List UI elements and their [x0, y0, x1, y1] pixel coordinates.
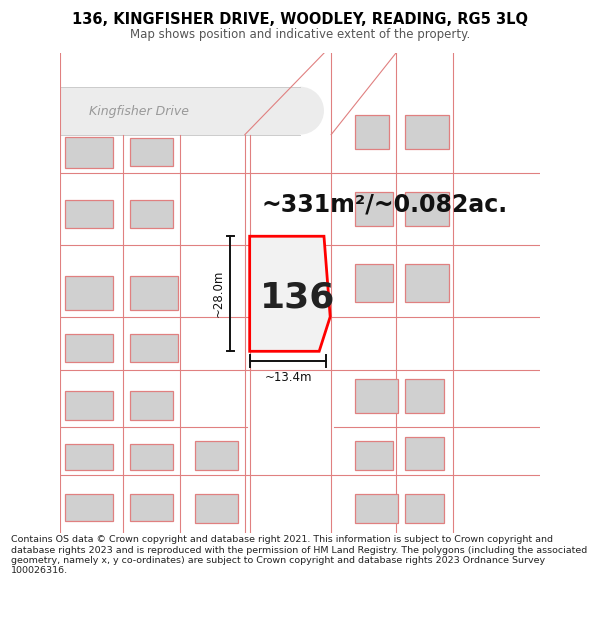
Text: Kingfisher Drive: Kingfisher Drive	[89, 104, 189, 118]
Bar	[355, 192, 394, 226]
Bar	[355, 116, 389, 149]
Text: 136: 136	[260, 281, 335, 314]
Bar	[130, 444, 173, 470]
Bar	[406, 264, 449, 302]
Bar	[130, 200, 173, 228]
Bar	[130, 138, 173, 166]
Bar	[130, 494, 173, 521]
Polygon shape	[250, 236, 330, 351]
Bar	[355, 441, 394, 470]
Bar	[130, 276, 178, 309]
Wedge shape	[300, 87, 324, 134]
Bar	[406, 192, 449, 226]
Bar	[406, 379, 444, 412]
Bar	[65, 276, 113, 309]
Bar	[65, 494, 113, 521]
Bar	[65, 137, 113, 168]
Bar	[406, 494, 444, 523]
Text: ~13.4m: ~13.4m	[264, 371, 312, 384]
Bar	[355, 379, 398, 412]
Text: ~28.0m: ~28.0m	[212, 270, 225, 318]
Text: 136, KINGFISHER DRIVE, WOODLEY, READING, RG5 3LQ: 136, KINGFISHER DRIVE, WOODLEY, READING,…	[72, 12, 528, 27]
Bar	[355, 264, 394, 302]
Text: Contains OS data © Crown copyright and database right 2021. This information is : Contains OS data © Crown copyright and d…	[11, 535, 587, 576]
Bar	[130, 334, 178, 362]
Bar	[65, 391, 113, 420]
Bar	[194, 441, 238, 470]
Text: Map shows position and indicative extent of the property.: Map shows position and indicative extent…	[130, 28, 470, 41]
Bar	[130, 391, 173, 420]
Text: ~331m²/~0.082ac.: ~331m²/~0.082ac.	[262, 192, 508, 216]
Bar	[65, 334, 113, 362]
Bar	[406, 437, 444, 470]
Bar	[355, 494, 398, 523]
Bar	[65, 200, 113, 228]
Polygon shape	[61, 87, 300, 134]
Bar	[65, 444, 113, 470]
Bar	[194, 494, 238, 523]
Bar	[406, 116, 449, 149]
